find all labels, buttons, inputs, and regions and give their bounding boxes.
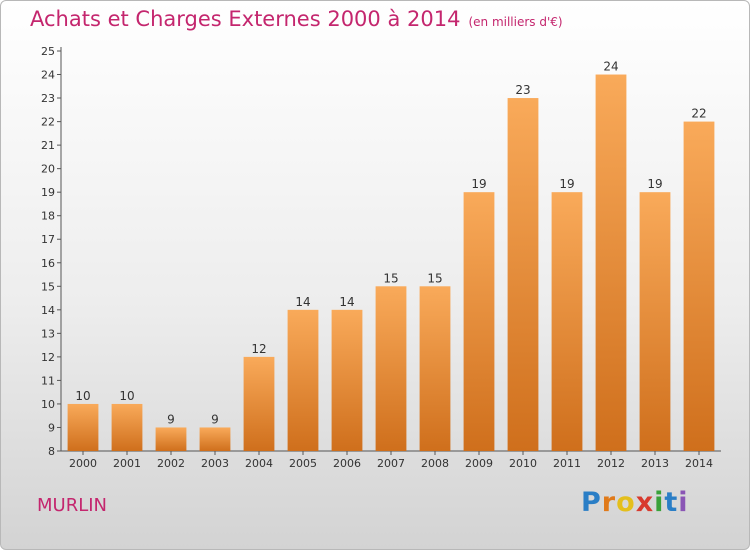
bar-2014 (683, 121, 715, 452)
bar-value-label: 9 (167, 412, 175, 426)
x-tick-label: 2003 (201, 457, 229, 470)
y-tick-label: 9 (48, 421, 55, 434)
bar-2012 (595, 74, 627, 451)
y-tick-label: 19 (41, 186, 55, 199)
proxiti-logo: Proxiti (581, 487, 689, 518)
bar-2004 (243, 356, 275, 451)
y-tick-label: 12 (41, 351, 55, 364)
logo-letter: o (616, 487, 636, 518)
bar-value-label: 14 (339, 295, 354, 309)
logo-letter: i (654, 487, 665, 518)
logo-letter: t (664, 487, 679, 518)
y-tick-label: 25 (41, 45, 55, 58)
y-tick-label: 22 (41, 116, 55, 129)
bar-value-label: 10 (119, 389, 134, 403)
y-tick-label: 15 (41, 280, 55, 293)
bar-2013 (639, 192, 671, 452)
bar-value-label: 19 (647, 177, 662, 191)
bar-2010 (507, 98, 539, 451)
y-tick-label: 17 (41, 233, 55, 246)
y-tick-label: 11 (41, 374, 55, 387)
bar-2008 (419, 286, 451, 451)
x-tick-label: 2006 (333, 457, 361, 470)
y-tick-label: 8 (48, 445, 55, 458)
x-tick-label: 2001 (113, 457, 141, 470)
y-axis: 8 9 10 11 12 13 14 15 16 17 18 19 20 21 22 23 24 25 (41, 45, 62, 458)
logo-letter: i (678, 487, 689, 518)
bar-2005 (287, 309, 319, 451)
x-tick-label: 2004 (245, 457, 273, 470)
x-tick-label: 2002 (157, 457, 185, 470)
bar-value-label: 9 (211, 412, 219, 426)
x-tick-label: 2010 (509, 457, 537, 470)
y-tick-label: 18 (41, 210, 55, 223)
title-unit: (en milliers d'€) (468, 15, 563, 29)
x-tick-label: 2009 (465, 457, 493, 470)
bar-2000 (67, 403, 99, 451)
y-tick-label: 23 (41, 92, 55, 105)
bar-value-label: 12 (251, 342, 266, 356)
x-tick-label: 2005 (289, 457, 317, 470)
y-tick-label: 10 (41, 398, 55, 411)
x-tick-label: 2007 (377, 457, 405, 470)
bar-value-label: 15 (383, 271, 398, 285)
x-tick-label: 2014 (685, 457, 713, 470)
y-tick-label: 21 (41, 139, 55, 152)
y-tick-label: 13 (41, 327, 55, 340)
bar-value-label: 23 (515, 83, 530, 97)
y-tick-label: 24 (41, 69, 55, 82)
logo-letter: r (601, 487, 617, 518)
x-axis: 2000 2001 2002 2003 2004 2005 2006 2007 2008 2009… (61, 450, 721, 470)
logo-letter: x (635, 487, 655, 518)
bar-value-label: 10 (75, 389, 90, 403)
bar-2001 (111, 403, 143, 451)
bar-2006 (331, 309, 363, 451)
logo-letter: P (581, 487, 602, 518)
bar-2002 (155, 427, 187, 451)
bar-2003 (199, 427, 231, 451)
bar-value-label: 22 (691, 107, 706, 121)
bar-value-label: 19 (559, 177, 574, 191)
y-tick-label: 14 (41, 304, 55, 317)
x-tick-label: 2012 (597, 457, 625, 470)
title-text: Achats et Charges Externes 2000 à 2014 (30, 7, 461, 31)
bar-value-label: 19 (471, 177, 486, 191)
x-tick-label: 2013 (641, 457, 669, 470)
commune-name: MURLIN (37, 495, 108, 516)
bar-2007 (375, 286, 407, 451)
bar-2009 (463, 192, 495, 452)
bars: 10 10 9 9 12 14 14 15 15 19 23 19 24 19 22 (67, 60, 715, 452)
bar-2011 (551, 192, 583, 452)
bar-value-label: 15 (427, 271, 442, 285)
chart-title: Achats et Charges Externes 2000 à 2014 (e… (30, 7, 563, 31)
y-tick-label: 20 (41, 163, 55, 176)
x-tick-label: 2011 (553, 457, 581, 470)
y-tick-label: 16 (41, 257, 55, 270)
bar-value-label: 24 (603, 60, 618, 74)
x-tick-label: 2008 (421, 457, 449, 470)
x-tick-label: 2000 (69, 457, 97, 470)
bar-value-label: 14 (295, 295, 310, 309)
